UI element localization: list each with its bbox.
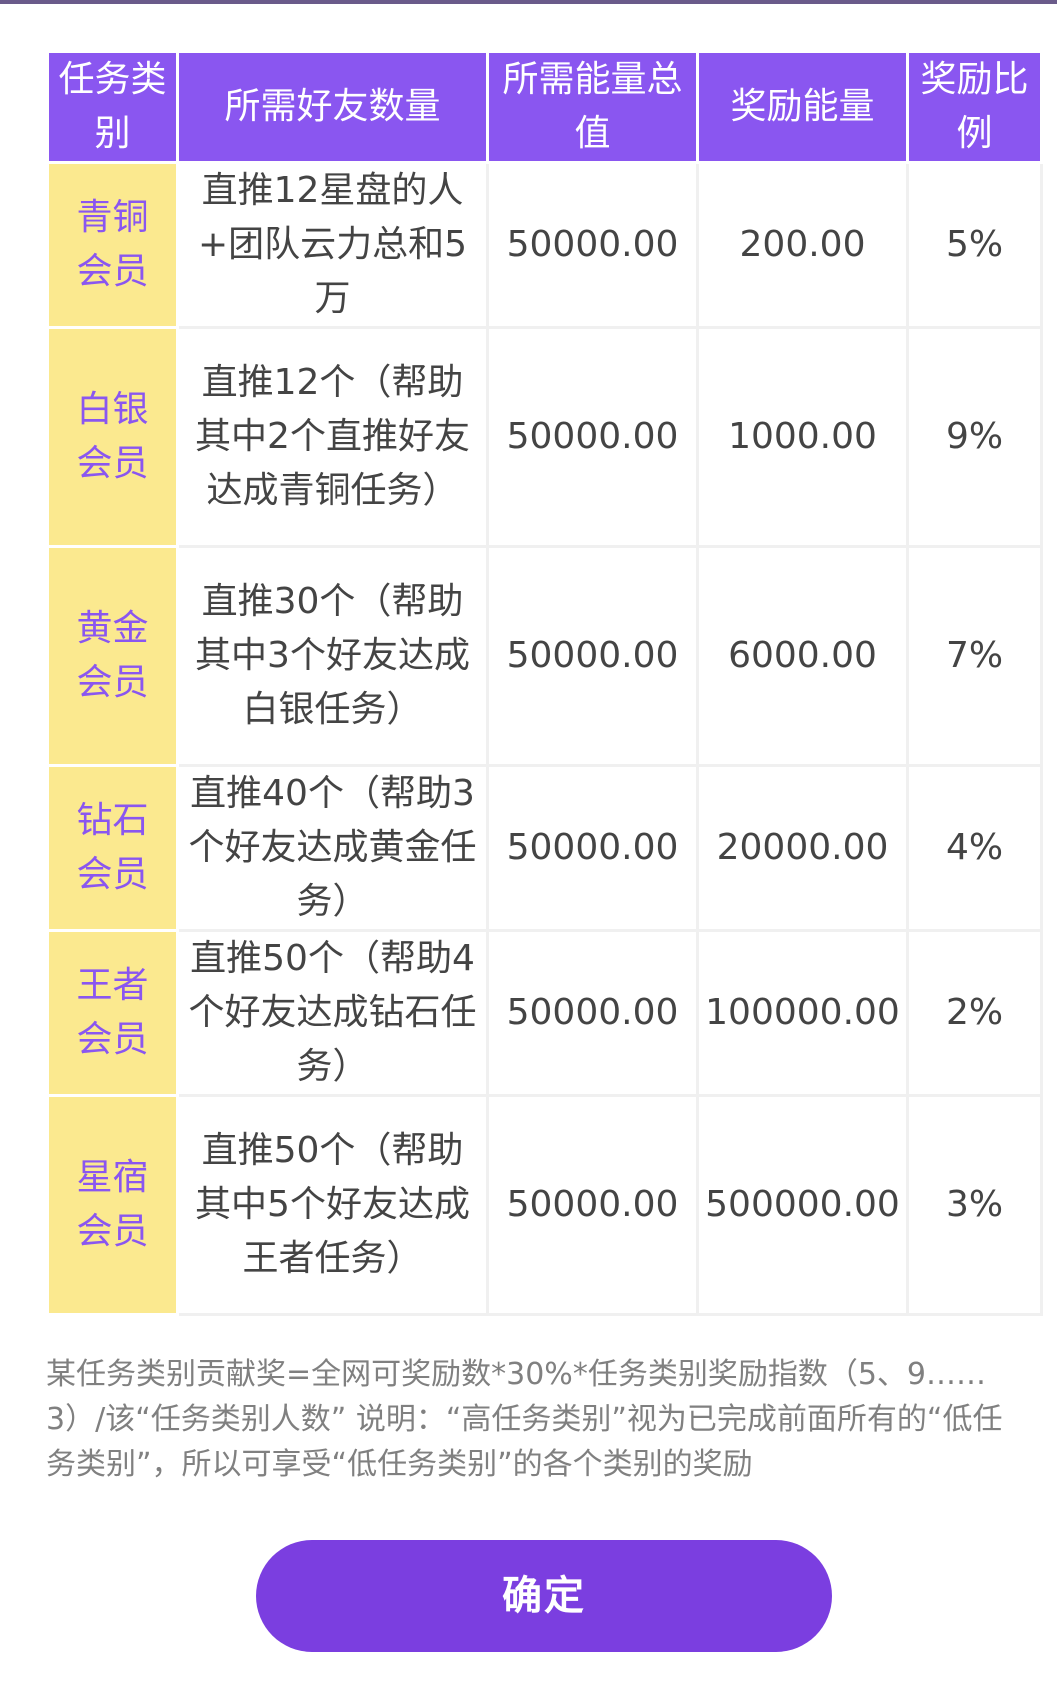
reward-energy-cell: 200.00 (696, 161, 909, 329)
reward-energy-cell: 1000.00 (696, 326, 909, 548)
top-edge-strip (0, 0, 1057, 4)
requirement-cell: 直推50个（帮助4个好友达成钻石任务） (176, 929, 489, 1097)
explanation-note: 某任务类别贡献奖=全网可奖励数*30%*任务类别奖励指数（5、9……3）/该“任… (46, 1357, 1003, 1482)
requirement-cell: 直推30个（帮助其中3个好友达成白银任务） (176, 545, 489, 767)
reward-ratio-cell: 3% (906, 1094, 1043, 1316)
header-required-friends: 所需好友数量 (176, 50, 489, 164)
requirement-cell: 直推40个（帮助3个好友达成黄金任务） (176, 764, 489, 932)
energy-total-cell: 50000.00 (486, 545, 699, 767)
table-header-row: 任务类别 所需好友数量 所需能量总值 奖励能量 奖励比例 (46, 50, 1043, 164)
table-row: 黄金会员 直推30个（帮助其中3个好友达成白银任务） 50000.00 6000… (46, 545, 1043, 767)
energy-total-cell: 50000.00 (486, 929, 699, 1097)
header-reward-ratio: 奖励比例 (906, 50, 1043, 164)
category-cell: 白银会员 (46, 326, 179, 548)
table-row: 星宿会员 直推50个（帮助其中5个好友达成王者任务） 50000.00 5000… (46, 1094, 1043, 1316)
reward-ratio-cell: 4% (906, 764, 1043, 932)
table-row: 王者会员 直推50个（帮助4个好友达成钻石任务） 50000.00 100000… (46, 929, 1043, 1097)
header-reward-energy: 奖励能量 (696, 50, 909, 164)
category-cell: 王者会员 (46, 929, 179, 1097)
reward-energy-cell: 6000.00 (696, 545, 909, 767)
category-cell: 黄金会员 (46, 545, 179, 767)
reward-energy-cell: 100000.00 (696, 929, 909, 1097)
task-table: 任务类别 所需好友数量 所需能量总值 奖励能量 奖励比例 青铜会员 直推12星盘… (46, 50, 1043, 1316)
energy-total-cell: 50000.00 (486, 764, 699, 932)
table-row: 青铜会员 直推12星盘的人+团队云力总和5万 50000.00 200.00 5… (46, 161, 1043, 329)
reward-ratio-cell: 7% (906, 545, 1043, 767)
reward-ratio-cell: 9% (906, 326, 1043, 548)
reward-ratio-cell: 5% (906, 161, 1043, 329)
energy-total-cell: 50000.00 (486, 326, 699, 548)
header-required-energy: 所需能量总值 (486, 50, 699, 164)
energy-total-cell: 50000.00 (486, 161, 699, 329)
requirement-cell: 直推12个（帮助其中2个直推好友达成青铜任务） (176, 326, 489, 548)
confirm-button[interactable]: 确定 (256, 1540, 832, 1652)
requirement-cell: 直推50个（帮助其中5个好友达成王者任务） (176, 1094, 489, 1316)
category-cell: 青铜会员 (46, 161, 179, 329)
reward-energy-cell: 20000.00 (696, 764, 909, 932)
requirement-cell: 直推12星盘的人+团队云力总和5万 (176, 161, 489, 329)
table-row: 钻石会员 直推40个（帮助3个好友达成黄金任务） 50000.00 20000.… (46, 764, 1043, 932)
category-cell: 钻石会员 (46, 764, 179, 932)
table-row: 白银会员 直推12个（帮助其中2个直推好友达成青铜任务） 50000.00 10… (46, 326, 1043, 548)
reward-energy-cell: 500000.00 (696, 1094, 909, 1316)
header-task-category: 任务类别 (46, 50, 179, 164)
reward-ratio-cell: 2% (906, 929, 1043, 1097)
energy-total-cell: 50000.00 (486, 1094, 699, 1316)
task-table-container: 任务类别 所需好友数量 所需能量总值 奖励能量 奖励比例 青铜会员 直推12星盘… (46, 50, 1043, 1316)
category-cell: 星宿会员 (46, 1094, 179, 1316)
